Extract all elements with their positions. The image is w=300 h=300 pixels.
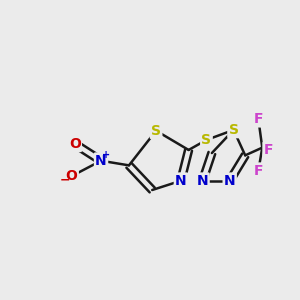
Text: N: N — [224, 174, 236, 188]
Text: O: O — [66, 169, 77, 183]
Text: N: N — [175, 174, 187, 188]
Text: S: S — [202, 133, 212, 147]
Text: N: N — [197, 174, 208, 188]
Text: F: F — [264, 143, 273, 157]
Text: F: F — [254, 164, 263, 178]
Text: O: O — [69, 137, 81, 151]
Text: −: − — [60, 173, 71, 187]
Text: N: N — [95, 154, 107, 168]
Text: F: F — [254, 112, 263, 126]
Text: S: S — [229, 123, 238, 137]
Text: S: S — [151, 124, 161, 138]
Text: +: + — [102, 150, 110, 160]
